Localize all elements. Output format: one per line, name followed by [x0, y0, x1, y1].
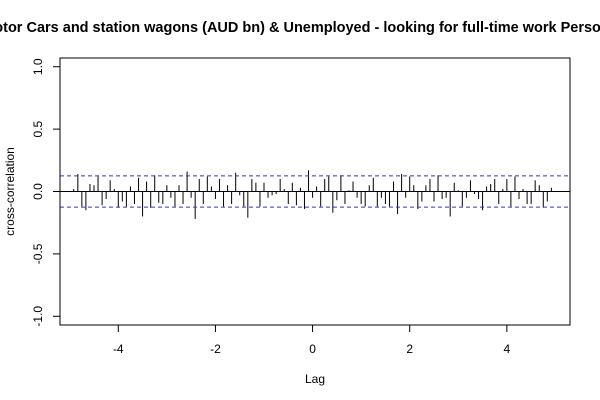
x-tick-label: 2: [406, 342, 413, 356]
y-tick-label: -1.0: [31, 306, 45, 327]
x-axis-label: Lag: [305, 372, 325, 386]
x-tick-label: 0: [309, 342, 316, 356]
x-tick-label: 4: [504, 342, 511, 356]
chart-title: Motor Cars and station wagons (AUD bn) &…: [0, 20, 600, 36]
y-tick-label: -0.5: [31, 243, 45, 264]
x-tick-label: -2: [210, 342, 221, 356]
y-tick-label: 1.0: [31, 58, 45, 75]
y-tick-label: 0.5: [31, 120, 45, 137]
y-axis: -1.0 -0.5 0.0 0.5 1.0: [31, 58, 61, 327]
x-tick-label: -4: [113, 342, 124, 356]
correlation-bars: [73, 170, 552, 219]
y-tick-label: 0.0: [31, 183, 45, 200]
x-axis: -4 -2 0 2 4: [113, 324, 511, 356]
y-axis-label: cross-correlation: [3, 147, 17, 236]
